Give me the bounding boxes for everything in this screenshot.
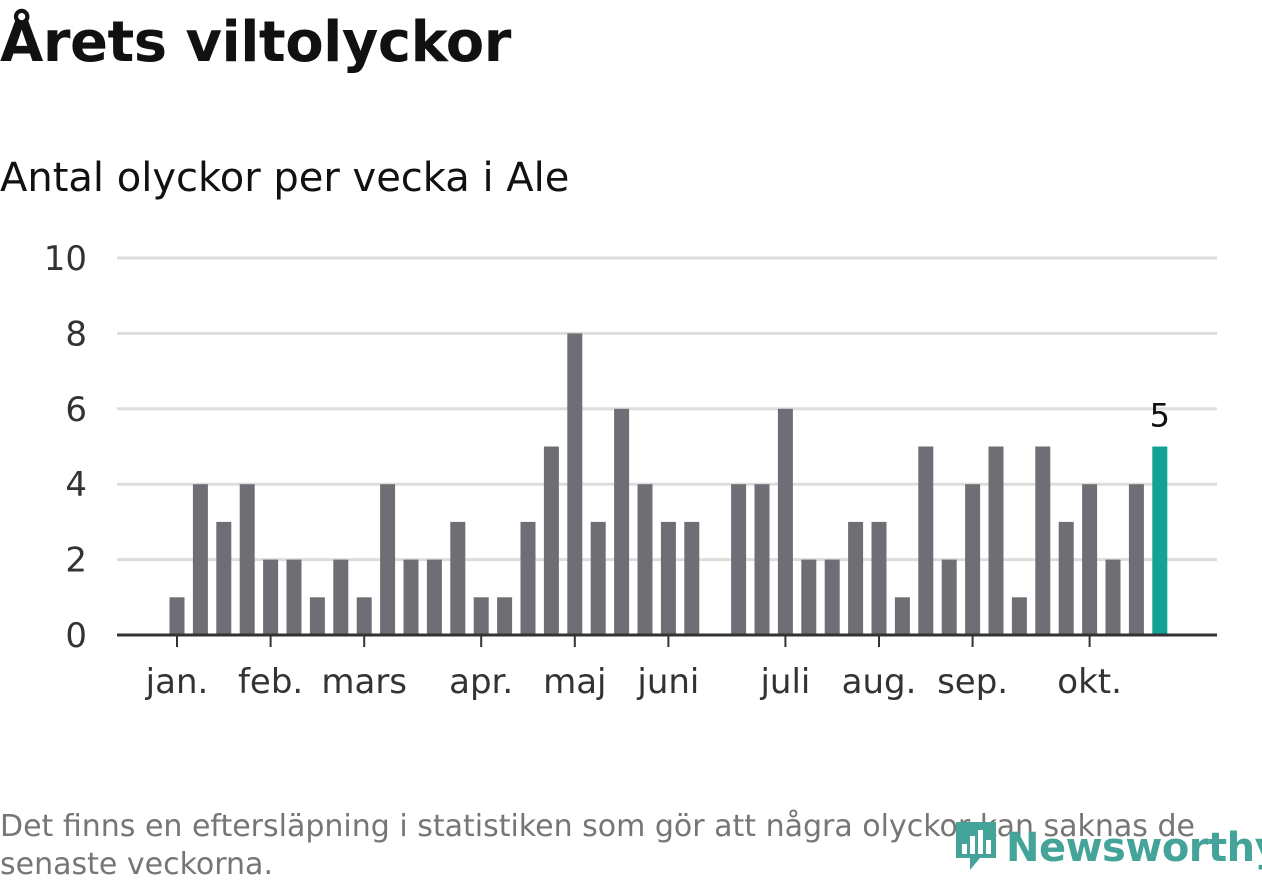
bar-week-23 <box>684 521 700 635</box>
y-tick-label-0: 0 <box>65 616 87 656</box>
bar-week-4 <box>239 484 255 635</box>
bar-week-3 <box>216 521 232 635</box>
highlight-value-label: 5 <box>1150 397 1170 435</box>
bar-week-41 <box>1105 559 1121 635</box>
newsworthy-logo: Newsworthy <box>952 818 1262 878</box>
bar-week-1 <box>169 597 185 635</box>
bar-week-9 <box>356 597 372 635</box>
bar-week-34 <box>941 559 957 635</box>
x-tick-label-okt.: okt. <box>1057 662 1122 702</box>
bar-week-6 <box>286 559 302 635</box>
bar-week-18 <box>567 333 583 635</box>
y-tick-labels: 0 2 4 6 8 10 <box>44 239 87 656</box>
bar-week-8 <box>333 559 349 635</box>
bar-week-13 <box>450 521 466 635</box>
bar-week-42 <box>1128 484 1144 635</box>
bar-week-28 <box>801 559 817 635</box>
bar-week-32 <box>894 597 910 635</box>
x-tick-label-juni: juni <box>636 662 699 702</box>
bar-week-35 <box>965 484 981 635</box>
bar-week-25 <box>731 484 747 635</box>
gridlines <box>117 256 1217 562</box>
bar-week-2 <box>192 484 208 635</box>
bar-week-22 <box>660 521 676 635</box>
y-tick-label-10: 10 <box>44 239 87 279</box>
x-tick-label-jan.: jan. <box>145 662 209 702</box>
y-tick-label-4: 4 <box>65 465 87 505</box>
bar-week-21 <box>637 484 653 635</box>
bar-week-38 <box>1035 446 1051 635</box>
bar-chart: 0 2 4 6 8 10 jan. feb. mars apr. maj juni juli aug. s… <box>44 239 1217 702</box>
bar-week-37 <box>1011 597 1027 635</box>
newsworthy-logo-text: Newsworthy <box>1006 825 1262 871</box>
bar-week-36 <box>988 446 1004 635</box>
chart-subtitle: Antal olyckor per vecka i Ale <box>0 155 570 201</box>
bar-week-30 <box>848 521 864 635</box>
bars <box>169 333 1168 635</box>
y-tick-label-6: 6 <box>65 390 87 430</box>
bar-week-10 <box>380 484 396 635</box>
bar-week-33 <box>918 446 934 635</box>
x-tick-marks <box>176 635 1091 647</box>
bar-week-39 <box>1058 521 1074 635</box>
bar-week-26 <box>754 484 770 635</box>
bar-week-27 <box>777 408 793 635</box>
bar-week-5 <box>263 559 279 635</box>
x-tick-label-juli: juli <box>759 662 810 702</box>
bar-week-17 <box>543 446 559 635</box>
bar-highlight <box>1152 446 1168 635</box>
y-tick-label-2: 2 <box>65 541 87 581</box>
bar-week-20 <box>614 408 630 635</box>
x-tick-label-apr.: apr. <box>449 662 513 702</box>
x-tick-label-mars: mars <box>321 662 407 702</box>
newsworthy-logo-icon <box>956 822 996 870</box>
bar-week-40 <box>1082 484 1098 635</box>
y-tick-label-8: 8 <box>65 314 87 354</box>
bar-week-16 <box>520 521 536 635</box>
x-tick-labels: jan. feb. mars apr. maj juni juli aug. sep. okt. <box>145 662 1122 702</box>
bar-week-12 <box>426 559 442 635</box>
x-tick-label-feb.: feb. <box>238 662 303 702</box>
x-tick-label-maj: maj <box>543 662 606 702</box>
bar-week-11 <box>403 559 419 635</box>
x-tick-label-sep.: sep. <box>937 662 1008 702</box>
bar-week-31 <box>871 521 887 635</box>
bar-week-15 <box>497 597 513 635</box>
bar-week-14 <box>473 597 489 635</box>
chart-title: Årets viltolyckor <box>0 10 511 75</box>
x-tick-label-aug.: aug. <box>842 662 917 702</box>
bar-week-29 <box>824 559 840 635</box>
bar-week-7 <box>309 597 325 635</box>
bar-week-19 <box>590 521 606 635</box>
